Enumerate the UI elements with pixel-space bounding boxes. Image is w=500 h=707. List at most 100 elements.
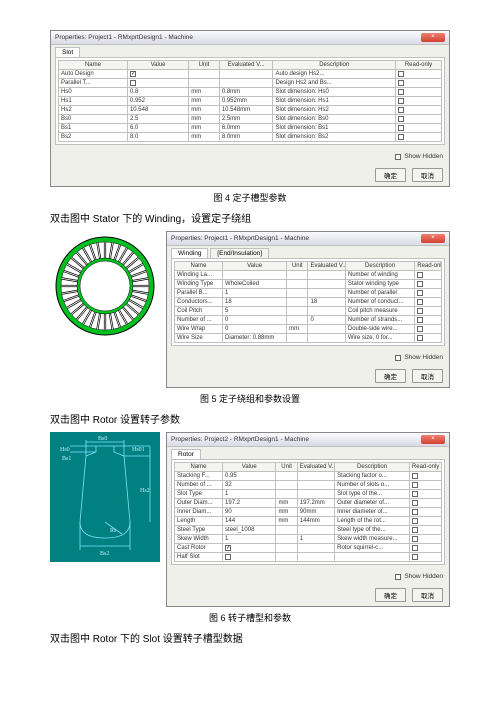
- show-hidden-checkbox[interactable]: Show Hidden: [395, 153, 443, 160]
- titlebar[interactable]: Properties: Project1 - RMxprtDesign1 - M…: [51, 31, 449, 45]
- column-header: Unit: [276, 463, 297, 472]
- titlebar[interactable]: Properties: Project1 - RMxprtDesign1 - M…: [167, 232, 449, 246]
- table-row[interactable]: Stacking F...0.95Stacking factor o...: [175, 472, 442, 481]
- ok-button[interactable]: 确定: [375, 369, 406, 383]
- column-header: Read-only: [415, 262, 442, 271]
- column-header: Name: [175, 463, 223, 472]
- table-row[interactable]: Half Slot: [175, 553, 442, 562]
- show-hidden-checkbox[interactable]: Show Hidden: [395, 573, 443, 580]
- table-row[interactable]: Inner Diam...90mm90mmInner diameter of..…: [175, 508, 442, 517]
- show-hidden-checkbox[interactable]: Show Hidden: [395, 354, 443, 361]
- checkbox-icon: [412, 509, 418, 515]
- svg-text:Bs2: Bs2: [100, 551, 109, 557]
- column-header: Read-only: [396, 61, 442, 70]
- table-row[interactable]: Parallel T...Design Hs2 and Bs...: [59, 79, 442, 88]
- table-row[interactable]: Length144mm144mmLength of the rot...: [175, 517, 442, 526]
- table-row[interactable]: Number of ...00Number of strands...: [175, 316, 442, 325]
- checkbox-icon: [398, 89, 404, 95]
- cancel-button[interactable]: 取消: [412, 168, 443, 182]
- column-header: Evaluated V...: [308, 262, 345, 271]
- ok-button[interactable]: 确定: [375, 168, 406, 182]
- table-row[interactable]: Hs10.952mm0.952mmSlot dimension: Hs1: [59, 97, 442, 106]
- tab-rotor[interactable]: Rotor: [171, 449, 201, 459]
- table-row[interactable]: Winding La...Number of winding: [175, 271, 442, 280]
- checkbox-icon: [412, 491, 418, 497]
- table-row[interactable]: Wire Wrap0mmDouble-side wire...: [175, 325, 442, 334]
- checkbox-icon: [412, 545, 418, 551]
- winding-table: NameValueUnitEvaluated V...DescriptionRe…: [174, 261, 442, 343]
- paragraph: 双击图中 Rotor 下的 Slot 设置转子槽型数据: [50, 630, 450, 645]
- svg-text:Hs0: Hs0: [60, 447, 70, 453]
- table-row[interactable]: Hs00.8mm0.8mmSlot dimension: Hs0: [59, 88, 442, 97]
- svg-text:Rs: Rs: [110, 528, 117, 534]
- checkbox-icon: [398, 98, 404, 104]
- column-header: Unit: [287, 262, 308, 271]
- column-header: Description: [273, 61, 396, 70]
- figure-caption: 图 4 定子槽型参数: [50, 191, 450, 204]
- table-row[interactable]: Number of ...32Number of slots o...: [175, 481, 442, 490]
- column-header: Read-only: [409, 463, 441, 472]
- figure-caption: 图 5 定子绕组和参数设置: [50, 392, 450, 405]
- tab-end-insulation[interactable]: [End/Insulation]: [210, 248, 269, 258]
- rotor-dialog: Properties: Project2 - RMxprtDesign1 - M…: [166, 432, 450, 607]
- table-row[interactable]: Coil Pitch5Coil pitch measure: [175, 307, 442, 316]
- checkbox-icon: [398, 134, 404, 140]
- checkbox-icon[interactable]: [130, 80, 136, 86]
- svg-text:Hs01: Hs01: [132, 447, 145, 453]
- checkbox-icon: [412, 473, 418, 479]
- close-icon[interactable]: ×: [421, 33, 445, 42]
- table-row[interactable]: Auto DesignAuto design Hs2...: [59, 70, 442, 79]
- checkbox-icon: [417, 326, 423, 332]
- column-header: Value: [223, 262, 287, 271]
- table-row[interactable]: Slot Type1Slot type of the...: [175, 490, 442, 499]
- paragraph: 双击图中 Rotor 设置转子参数: [50, 411, 450, 426]
- close-icon[interactable]: ×: [421, 234, 445, 243]
- table-row[interactable]: Parallel B...1Number of parallel: [175, 289, 442, 298]
- cancel-button[interactable]: 取消: [412, 369, 443, 383]
- table-row[interactable]: Winding TypeWholeCoiledStator winding ty…: [175, 280, 442, 289]
- column-header: Evaluated V...: [297, 463, 334, 472]
- table-row[interactable]: Skew Width11Skew width measure...: [175, 535, 442, 544]
- column-header: Description: [345, 262, 414, 271]
- table-row[interactable]: Bs16.0mm6.0mmSlot dimension: Bs1: [59, 124, 442, 133]
- checkbox-icon: [417, 308, 423, 314]
- table-row[interactable]: Conductors...1818Number of conduct...: [175, 298, 442, 307]
- checkbox-icon[interactable]: [225, 545, 231, 551]
- rotor-table: NameValueUnitEvaluated V...DescriptionRe…: [174, 462, 442, 562]
- winding-dialog: Properties: Project1 - RMxprtDesign1 - M…: [166, 231, 450, 388]
- table-row[interactable]: Hs210.548mm10.548mmSlot dimension: Hs2: [59, 106, 442, 115]
- checkbox-icon[interactable]: [130, 71, 136, 77]
- table-row[interactable]: Outer Diam...197.2mm197.2mmOuter diamete…: [175, 499, 442, 508]
- table-row[interactable]: Wire SizeDiameter: 0.88mmWire size, 0 fo…: [175, 334, 442, 343]
- titlebar[interactable]: Properties: Project2 - RMxprtDesign1 - M…: [167, 433, 449, 447]
- column-header: Value: [223, 463, 276, 472]
- column-header: Unit: [189, 61, 220, 70]
- tab-slot[interactable]: Slot: [55, 47, 80, 57]
- table-row[interactable]: Bs28.0mm8.0mmSlot dimension: Bs2: [59, 133, 442, 142]
- column-header: Value: [127, 61, 188, 70]
- table-row[interactable]: Bs02.5mm2.5mmSlot dimension: Bs0: [59, 115, 442, 124]
- slot-table: NameValueUnitEvaluated V...DescriptionRe…: [58, 60, 442, 142]
- checkbox-icon: [412, 482, 418, 488]
- paragraph: 双击图中 Stator 下的 Winding，设置定子绕组: [50, 210, 450, 225]
- checkbox-icon: [417, 290, 423, 296]
- stator-slot-dialog: Properties: Project1 - RMxprtDesign1 - M…: [50, 30, 450, 187]
- checkbox-icon: [398, 116, 404, 122]
- checkbox-icon: [398, 80, 404, 86]
- checkbox-icon[interactable]: [225, 554, 231, 560]
- table-row[interactable]: Steel Typesteel_1008Steel type of the...: [175, 526, 442, 535]
- tab-winding[interactable]: Winding: [171, 248, 208, 258]
- checkbox-icon: [398, 107, 404, 113]
- close-icon[interactable]: ×: [421, 435, 445, 444]
- title-text: Properties: Project1 - RMxprtDesign1 - M…: [55, 34, 421, 41]
- table-row[interactable]: Cast RotorRotor squirrel-c...: [175, 544, 442, 553]
- cancel-button[interactable]: 取消: [412, 588, 443, 602]
- checkbox-icon: [412, 500, 418, 506]
- ok-button[interactable]: 确定: [375, 588, 406, 602]
- column-header: Name: [59, 61, 128, 70]
- column-header: Name: [175, 262, 223, 271]
- checkbox-icon: [417, 281, 423, 287]
- rotor-slot-diagram-icon: Bs0 Hs0 Hs01 Bs1 Hs2 Bs2 Rs: [50, 432, 160, 562]
- svg-text:Hs2: Hs2: [140, 488, 150, 494]
- checkbox-icon: [398, 71, 404, 77]
